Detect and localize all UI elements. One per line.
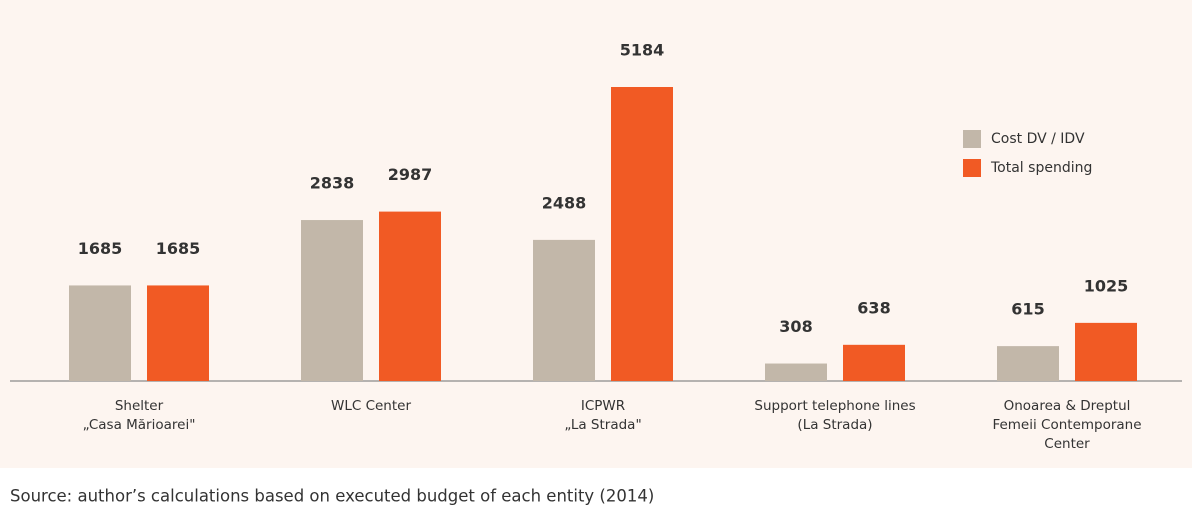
bar [765,363,827,381]
value-label: 308 [779,317,812,336]
bar [997,346,1059,381]
x-tick-label: Onoarea & Dreptul [1004,398,1131,414]
bar [843,344,905,381]
x-tick-label: Center [1044,436,1090,452]
value-label: 638 [857,298,890,317]
value-label: 1685 [156,239,201,258]
legend-label: Total spending [990,160,1092,176]
bar [1075,322,1137,381]
value-label: 2987 [388,165,433,184]
legend-swatch [963,159,981,177]
legend-swatch [963,130,981,148]
value-label: 1685 [78,239,123,258]
x-tick-label: „Casa Mărioarei" [83,417,196,433]
x-tick-label: ICPWR [581,398,625,414]
x-tick-label: „La Strada" [564,417,641,433]
x-tick-label: (La Strada) [797,417,872,433]
value-label: 2488 [542,193,587,212]
bar [533,239,595,381]
legend-label: Cost DV / IDV [991,131,1085,147]
value-label: 2838 [310,174,355,193]
x-tick-label: Support telephone lines [754,398,915,414]
value-label: 1025 [1084,276,1129,295]
x-tick-label: Shelter [115,398,164,414]
bar [611,87,673,381]
x-tick-label: Femeii Contemporane [992,417,1141,433]
chart-background [0,0,1192,468]
bar [147,285,209,381]
value-label: 615 [1011,300,1044,319]
bar [69,285,131,381]
value-label: 5184 [620,41,665,60]
bar [379,211,441,381]
x-tick-label: WLC Center [331,398,411,414]
source-note: Source: author’s calculations based on e… [10,487,654,506]
bar [301,220,363,381]
